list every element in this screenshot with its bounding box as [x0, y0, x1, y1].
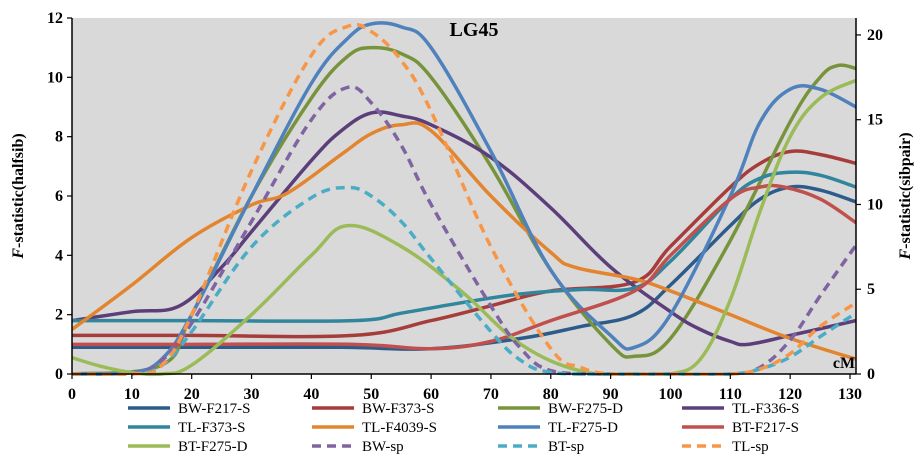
legend-label-bw-f373-s: BW-F373-S	[362, 401, 435, 417]
x-tick-label: 90	[603, 386, 619, 403]
x-tick-label: 50	[363, 386, 379, 403]
series-line-bt-f217-s	[72, 183, 856, 351]
legend-label-bt-f217-s: BT-F217-S	[732, 420, 799, 436]
x-tick-label: 70	[483, 386, 499, 403]
y-axis-label-left-prefix: F	[10, 248, 27, 260]
y-axis-label-right: F-statistic(sibpair)	[897, 132, 914, 260]
x-tick-label: 10	[124, 386, 140, 403]
x-tick-label: 100	[658, 386, 682, 403]
y-axis-label-left-suffix: -statistic(halfsib)	[10, 133, 27, 248]
legend-label-tl-f336-s: TL-F336-S	[732, 401, 800, 417]
x-tick-label: 120	[778, 386, 802, 403]
legend-label-tl-f275-d: TL-F275-D	[548, 420, 618, 436]
x-tick-label: 60	[423, 386, 439, 403]
y-axis-label-right-prefix: F	[897, 249, 914, 261]
y-left-tick-label: 12	[47, 10, 63, 27]
x-tick-label: 110	[719, 386, 742, 403]
x-tick-label: 130	[838, 386, 862, 403]
legend-label-bw-f275-d: BW-F275-D	[548, 401, 623, 417]
x-axis-label: cM	[833, 355, 855, 372]
x-tick-label: 0	[68, 386, 76, 403]
y-right-tick-label: 15	[867, 112, 883, 129]
legend-label-bw-sp: BW-sp	[362, 439, 404, 455]
chart-title: LG45	[450, 19, 499, 41]
series-line-tl-f4039-s	[72, 121, 856, 361]
legend-label-tl-sp: TL-sp	[732, 439, 769, 455]
series-line-tl-f275-d	[72, 21, 856, 376]
legend-label-bt-f275-d: BT-F275-D	[178, 439, 248, 455]
series-line-tl-f373-s	[72, 170, 856, 323]
series-line-tl-sp	[72, 22, 856, 376]
axes-layer: 0 10 20 30 40 50 60 70 80 90 100 110 120 130024681012…	[47, 10, 883, 403]
y-right-tick-label: 10	[867, 196, 883, 213]
legend: BW-F217-S BW-F373-S BW-F275-D TL-F336-S TL-F…	[128, 401, 800, 455]
x-tick-label: 20	[184, 386, 200, 403]
y-axis-label-left: F-statistic(halfsib)	[10, 133, 27, 259]
x-tick-label: 80	[543, 386, 559, 403]
y-left-tick-label: 0	[55, 366, 63, 383]
legend-label-tl-f373-s: TL-F373-S	[178, 420, 246, 436]
legend-label-bt-sp: BT-sp	[548, 439, 584, 455]
y-axis-label-right-suffix: -statistic(sibpair)	[897, 132, 914, 248]
series-line-tl-f336-s	[72, 110, 856, 347]
y-left-tick-label: 4	[55, 247, 63, 264]
series-line-bt-sp	[72, 185, 856, 376]
y-left-tick-label: 8	[55, 129, 63, 146]
y-left-tick-label: 2	[55, 307, 63, 324]
y-left-tick-label: 10	[47, 69, 63, 86]
y-left-tick-label: 6	[55, 188, 63, 205]
series-line-bw-f373-s	[72, 149, 856, 339]
x-tick-label: 40	[303, 386, 319, 403]
legend-label-tl-f4039-s: TL-F4039-S	[362, 420, 437, 436]
y-right-tick-label: 5	[867, 281, 875, 298]
y-right-tick-label: 0	[867, 366, 875, 383]
y-right-tick-label: 20	[867, 27, 883, 44]
legend-label-bw-f217-s: BW-F217-S	[178, 401, 251, 417]
x-tick-label: 30	[244, 386, 260, 403]
